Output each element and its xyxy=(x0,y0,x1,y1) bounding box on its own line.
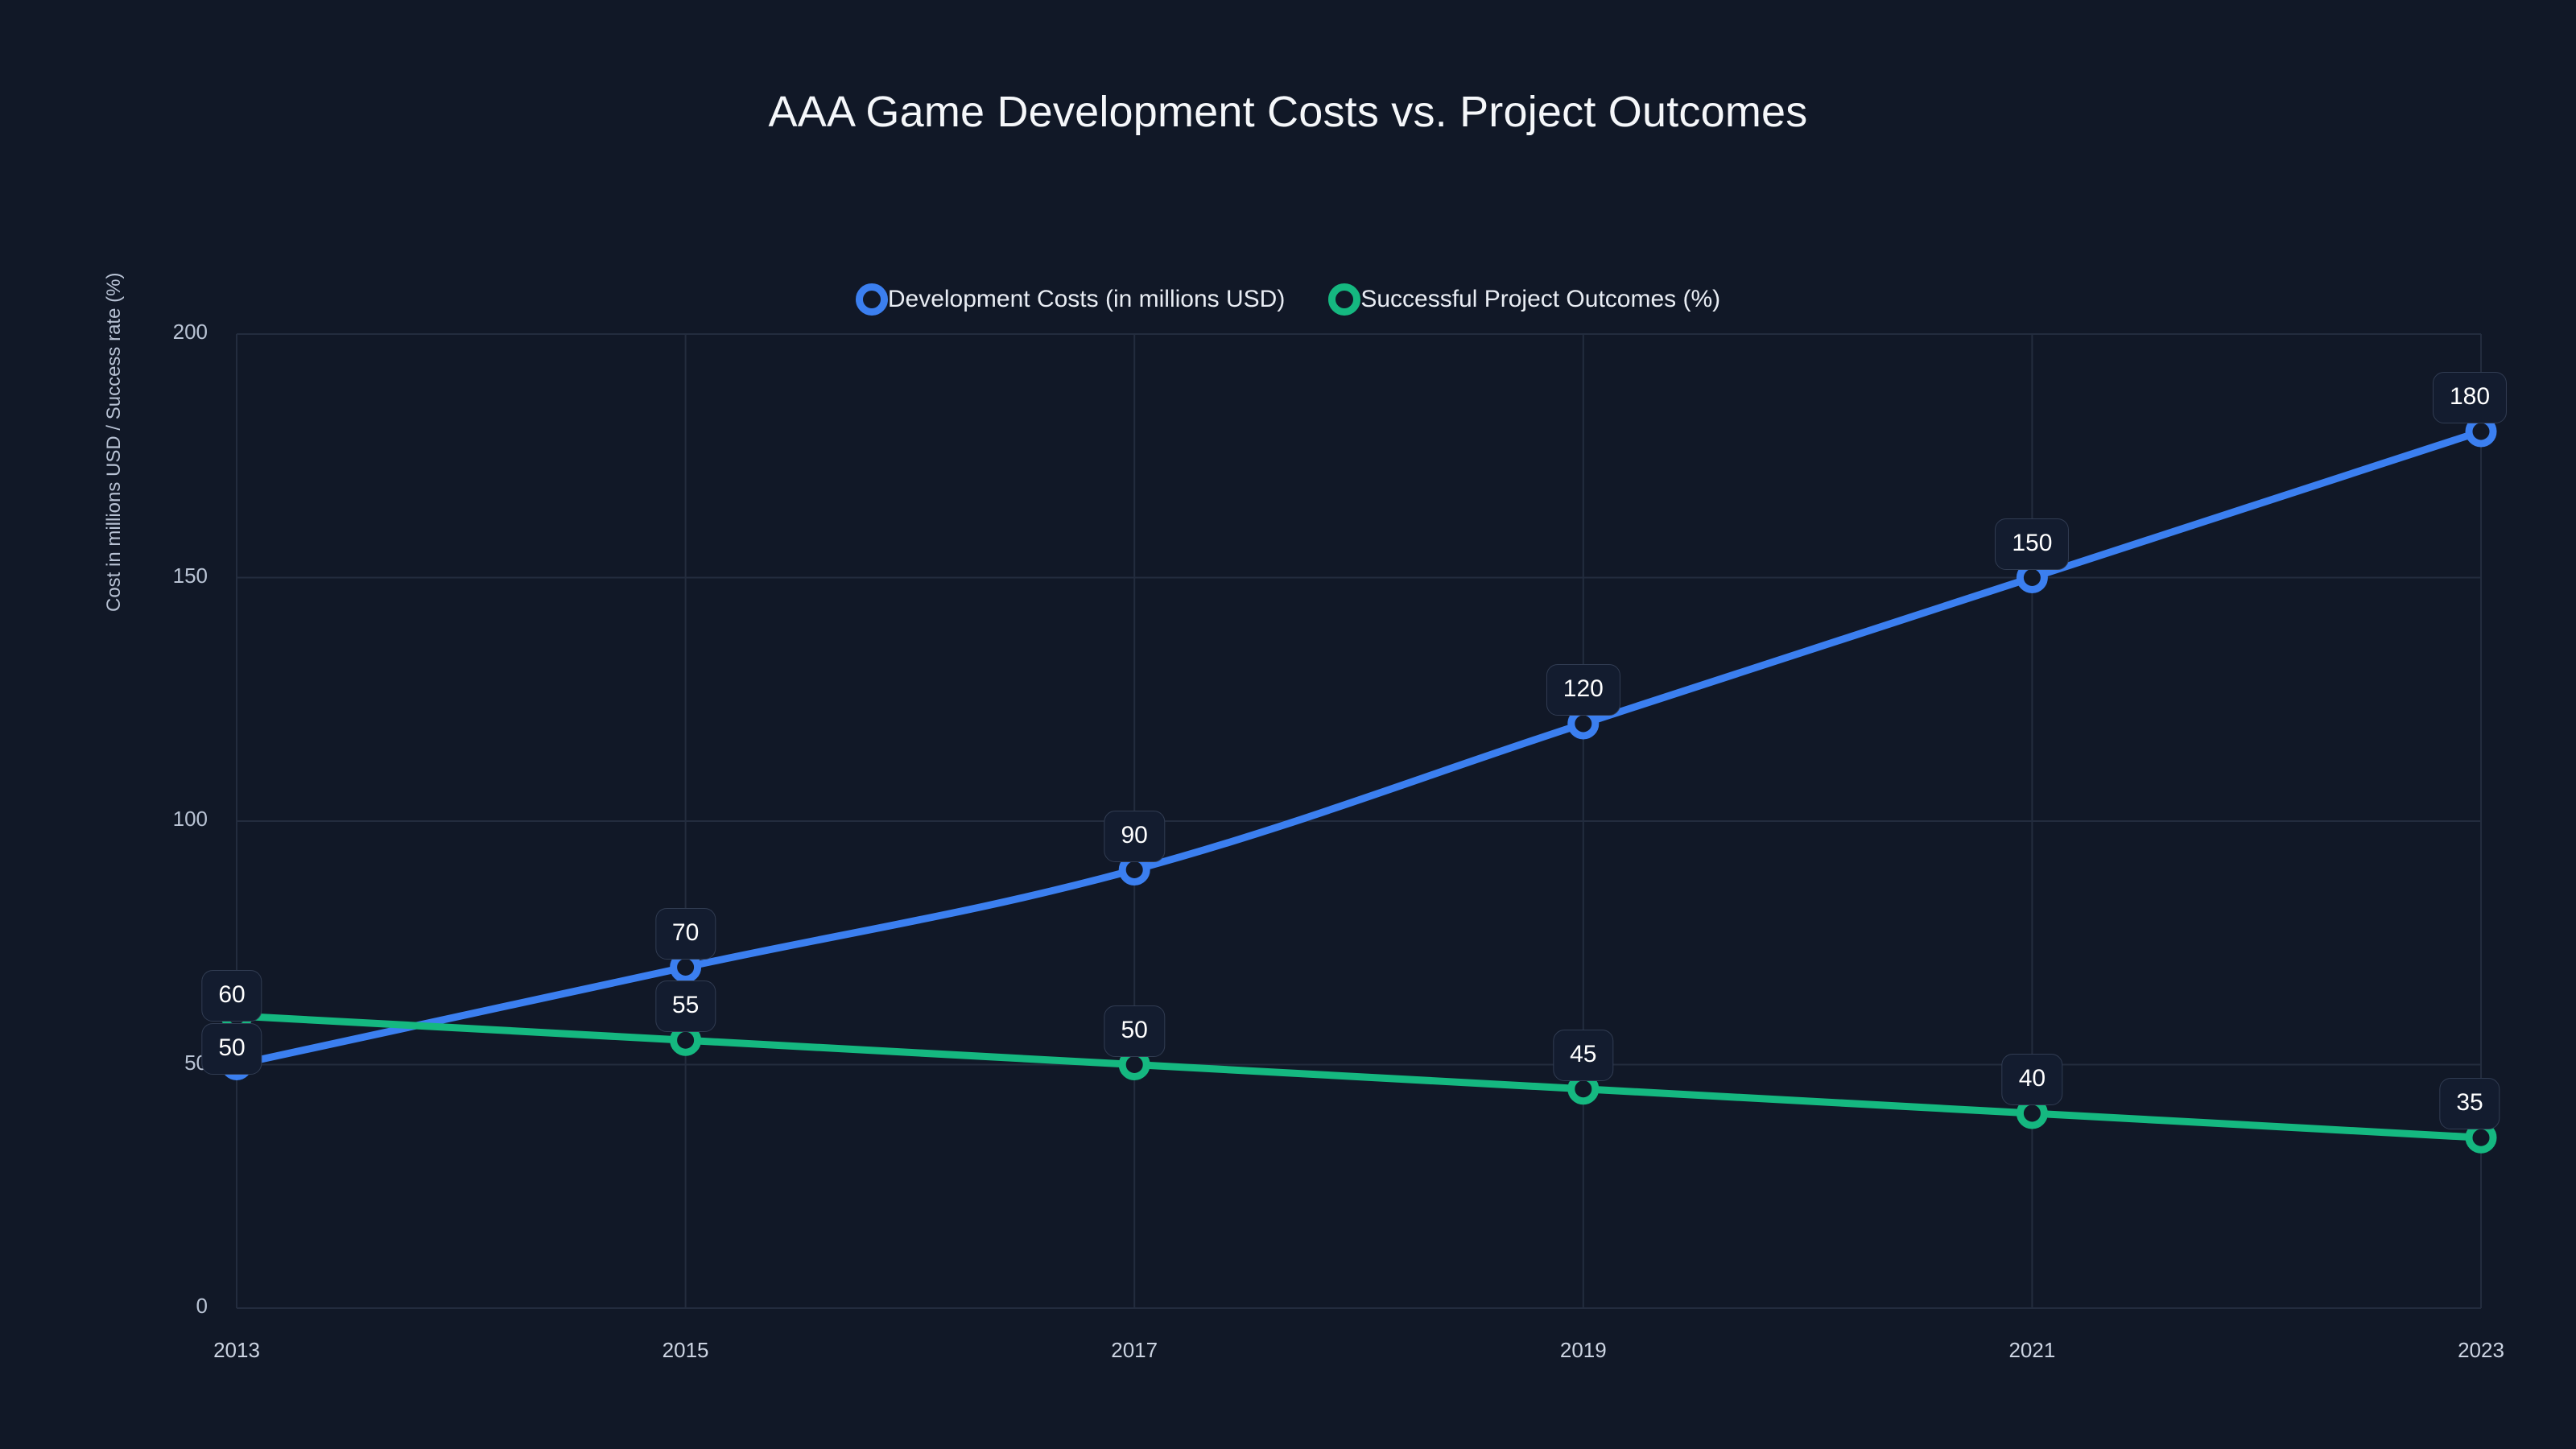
data-point-value-label: 120 xyxy=(1546,664,1620,716)
x-axis-tick-label: 2013 xyxy=(213,1338,260,1362)
data-point-value-label: 40 xyxy=(2001,1054,2063,1105)
data-point-value-label: 35 xyxy=(2439,1078,2500,1130)
data-point-value-label: 180 xyxy=(2432,372,2508,423)
data-point-value-label: 150 xyxy=(1995,518,2070,570)
series-lines xyxy=(233,427,2485,1141)
y-axis-tick-label: 0 xyxy=(196,1294,208,1318)
series-line-development-costs xyxy=(233,427,2485,1068)
series-markers xyxy=(221,415,2497,1154)
chart-legend: Development Costs (in millions USD) Succ… xyxy=(0,283,2576,316)
data-point-value-label: 55 xyxy=(654,980,716,1033)
x-axis-tick-label: 2023 xyxy=(2458,1338,2504,1362)
x-axis-tick-label: 2017 xyxy=(1111,1338,1158,1362)
y-axis-tick-label: 50 xyxy=(184,1050,208,1075)
x-axis-tick-label: 2015 xyxy=(662,1338,709,1362)
page-title: AAA Game Development Costs vs. Project O… xyxy=(768,88,1808,136)
data-point-value-label: 90 xyxy=(1104,810,1165,862)
data-point-value-label: 50 xyxy=(1104,1005,1165,1057)
circle-outline-icon xyxy=(1328,283,1361,316)
data-point-value-label: 50 xyxy=(201,1022,262,1075)
legend-item-label: Development Costs (in millions USD) xyxy=(887,286,1286,312)
data-point-value-label: 60 xyxy=(201,969,262,1022)
legend-item-successful-outcomes[interactable]: Successful Project Outcomes (%) xyxy=(1328,283,1720,316)
y-axis-tick-label: 150 xyxy=(172,563,208,588)
circle-outline-icon xyxy=(855,283,888,316)
grid-lines xyxy=(236,333,2482,1309)
y-axis-tick-label: 100 xyxy=(172,807,208,831)
data-point-value-label: 70 xyxy=(654,907,716,960)
y-axis-tick-label: 200 xyxy=(172,320,208,344)
legend-item-label: Successful Project Outcomes (%) xyxy=(1360,286,1721,312)
data-point-value-label: 45 xyxy=(1553,1029,1614,1081)
legend-item-development-costs[interactable]: Development Costs (in millions USD) xyxy=(855,283,1286,316)
x-axis-tick-label: 2019 xyxy=(1559,1338,1607,1362)
x-axis-tick-label: 2021 xyxy=(2008,1338,2056,1362)
series-line-successful-outcomes xyxy=(233,1012,2485,1141)
